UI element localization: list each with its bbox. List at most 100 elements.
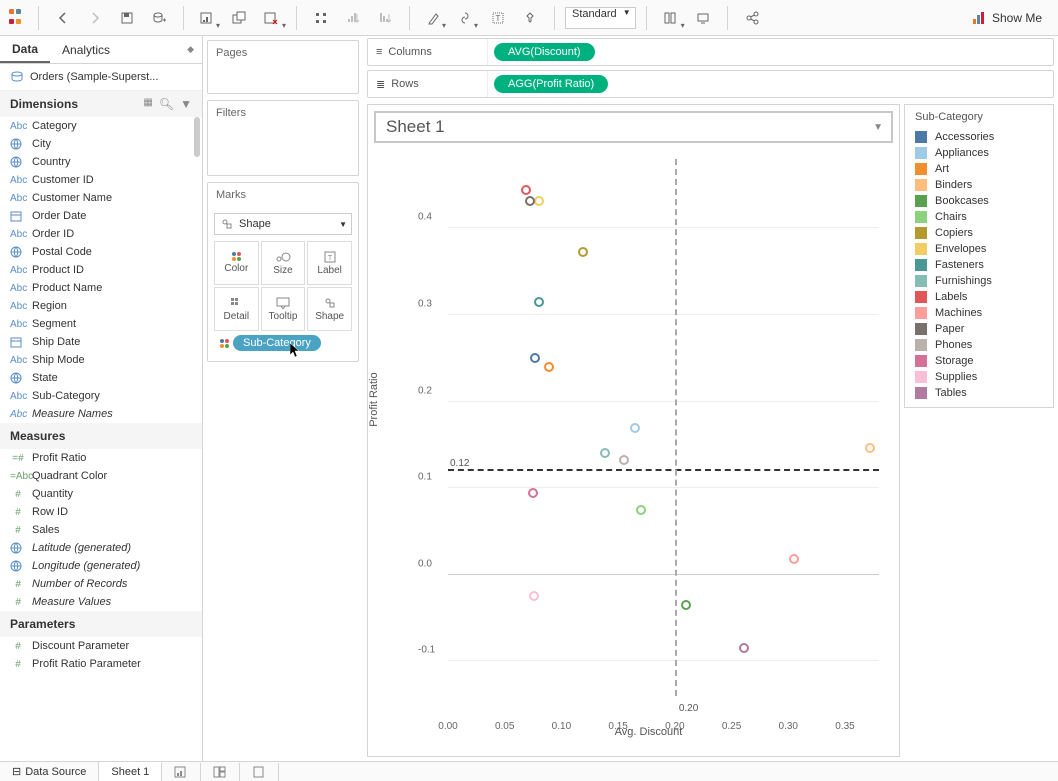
new-datasource-button[interactable]: [145, 4, 173, 32]
sort-asc-button[interactable]: [339, 4, 367, 32]
data-point[interactable]: [528, 488, 538, 498]
legend-item-copiers[interactable]: Copiers: [915, 225, 1043, 241]
field-postal-code[interactable]: Postal Code: [0, 243, 202, 261]
legend-item-supplies[interactable]: Supplies: [915, 369, 1043, 385]
legend-item-bookcases[interactable]: Bookcases: [915, 193, 1043, 209]
field-product-id[interactable]: AbcProduct ID: [0, 261, 202, 279]
tab-analytics[interactable]: Analytics◆: [50, 36, 202, 63]
color-pill-row[interactable]: Sub-Category: [214, 331, 352, 355]
data-point[interactable]: [544, 362, 554, 372]
field-quantity[interactable]: #Quantity: [0, 485, 202, 503]
legend-item-labels[interactable]: Labels: [915, 289, 1043, 305]
forward-button[interactable]: [81, 4, 109, 32]
legend-item-art[interactable]: Art: [915, 161, 1043, 177]
mark-tooltip[interactable]: Tooltip: [261, 287, 306, 331]
text-button[interactable]: T: [484, 4, 512, 32]
new-worksheet-button[interactable]: ▾: [194, 4, 222, 32]
rows-pill[interactable]: AGG(Profit Ratio): [494, 75, 608, 93]
field-sales[interactable]: #Sales: [0, 521, 202, 539]
field-measure-values[interactable]: #Measure Values: [0, 593, 202, 611]
search-icon[interactable]: 🔍︎: [159, 97, 174, 111]
legend-item-storage[interactable]: Storage: [915, 353, 1043, 369]
field-profit-ratio-parameter[interactable]: #Profit Ratio Parameter: [0, 655, 202, 673]
data-point[interactable]: [789, 554, 799, 564]
field-sub-category[interactable]: AbcSub-Category: [0, 387, 202, 405]
data-point[interactable]: [525, 196, 535, 206]
tab-sheet1[interactable]: Sheet 1: [99, 762, 162, 781]
field-discount-parameter[interactable]: #Discount Parameter: [0, 637, 202, 655]
data-point[interactable]: [521, 185, 531, 195]
data-point[interactable]: [600, 448, 610, 458]
field-customer-id[interactable]: AbcCustomer ID: [0, 171, 202, 189]
presentation-button[interactable]: [689, 4, 717, 32]
field-state[interactable]: State: [0, 369, 202, 387]
field-row-id[interactable]: #Row ID: [0, 503, 202, 521]
data-point[interactable]: [636, 505, 646, 515]
fit-selector[interactable]: Standard▼: [565, 7, 636, 29]
legend-item-furnishings[interactable]: Furnishings: [915, 273, 1043, 289]
cards-button[interactable]: ▾: [657, 4, 685, 32]
field-measure-names[interactable]: AbcMeasure Names: [0, 405, 202, 423]
field-number-of-records[interactable]: #Number of Records: [0, 575, 202, 593]
group-button[interactable]: ▾: [452, 4, 480, 32]
mark-detail[interactable]: Detail: [214, 287, 259, 331]
pages-shelf[interactable]: Pages: [207, 40, 359, 94]
legend-item-chairs[interactable]: Chairs: [915, 209, 1043, 225]
field-quadrant-color[interactable]: =AbcQuadrant Color: [0, 467, 202, 485]
legend-item-envelopes[interactable]: Envelopes: [915, 241, 1043, 257]
data-point[interactable]: [578, 247, 588, 257]
highlight-button[interactable]: ▾: [420, 4, 448, 32]
legend-item-appliances[interactable]: Appliances: [915, 145, 1043, 161]
datasource-row[interactable]: Orders (Sample-Superst...: [0, 64, 202, 91]
mark-size[interactable]: Size: [261, 241, 306, 285]
data-point[interactable]: [534, 196, 544, 206]
mark-shape[interactable]: Shape: [307, 287, 352, 331]
columns-pill[interactable]: AVG(Discount): [494, 43, 595, 61]
show-me-button[interactable]: Show Me: [964, 7, 1050, 29]
legend-item-machines[interactable]: Machines: [915, 305, 1043, 321]
save-button[interactable]: [113, 4, 141, 32]
columns-shelf[interactable]: ≡Columns AVG(Discount): [367, 38, 1054, 66]
data-point[interactable]: [534, 297, 544, 307]
subcategory-pill[interactable]: Sub-Category: [233, 335, 321, 351]
data-point[interactable]: [865, 443, 875, 453]
field-ship-mode[interactable]: AbcShip Mode: [0, 351, 202, 369]
sort-desc-button[interactable]: [371, 4, 399, 32]
legend-item-phones[interactable]: Phones: [915, 337, 1043, 353]
pin-button[interactable]: [516, 4, 544, 32]
data-point[interactable]: [630, 423, 640, 433]
view-grid-icon[interactable]: ▦: [143, 97, 152, 111]
field-order-date[interactable]: Order Date: [0, 207, 202, 225]
sheet-title[interactable]: Sheet 1▼: [374, 111, 893, 143]
field-category[interactable]: AbcCategory: [0, 117, 202, 135]
clear-button[interactable]: ▾: [258, 4, 286, 32]
duplicate-button[interactable]: [226, 4, 254, 32]
field-customer-name[interactable]: AbcCustomer Name: [0, 189, 202, 207]
back-button[interactable]: [49, 4, 77, 32]
mark-label[interactable]: TLabel: [307, 241, 352, 285]
field-order-id[interactable]: AbcOrder ID: [0, 225, 202, 243]
legend-item-paper[interactable]: Paper: [915, 321, 1043, 337]
data-point[interactable]: [619, 455, 629, 465]
marks-type-select[interactable]: Shape ▼: [214, 213, 352, 235]
tab-data[interactable]: Data: [0, 36, 50, 63]
field-segment[interactable]: AbcSegment: [0, 315, 202, 333]
tab-datasource[interactable]: ⊟Data Source: [0, 762, 99, 781]
share-button[interactable]: [738, 4, 766, 32]
menu-icon[interactable]: ▼: [180, 97, 192, 111]
field-country[interactable]: Country: [0, 153, 202, 171]
data-point[interactable]: [681, 600, 691, 610]
field-city[interactable]: City: [0, 135, 202, 153]
legend-item-accessories[interactable]: Accessories: [915, 129, 1043, 145]
legend-item-fasteners[interactable]: Fasteners: [915, 257, 1043, 273]
field-ship-date[interactable]: Ship Date: [0, 333, 202, 351]
rows-shelf[interactable]: ≣Rows AGG(Profit Ratio): [367, 70, 1054, 98]
new-sheet-button[interactable]: [162, 763, 201, 781]
new-story-button[interactable]: [240, 763, 279, 781]
swap-button[interactable]: [307, 4, 335, 32]
legend-item-tables[interactable]: Tables: [915, 385, 1043, 401]
field-product-name[interactable]: AbcProduct Name: [0, 279, 202, 297]
filters-shelf[interactable]: Filters: [207, 100, 359, 176]
scatter-chart[interactable]: Profit Ratio -0.10.00.10.20.30.40.000.05…: [408, 149, 889, 746]
field-region[interactable]: AbcRegion: [0, 297, 202, 315]
